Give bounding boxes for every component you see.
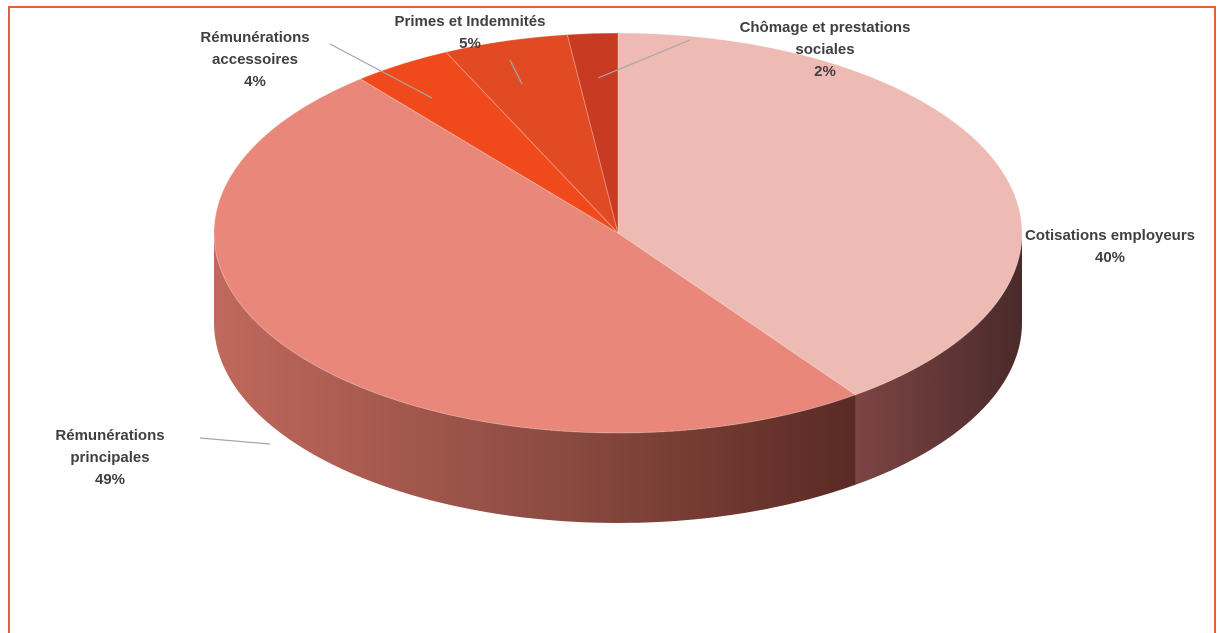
slice-label-line: principales <box>70 449 149 466</box>
slice-label-chomage-prestations: Chômage et prestations sociales 2% <box>740 19 911 80</box>
slice-label-cotisations-employeurs: Cotisations employeurs 40% <box>1025 227 1195 266</box>
leader-line-remunerations-principales <box>199 437 271 445</box>
pie-slice-cotisations-employeurs[interactable] <box>617 32 1023 396</box>
pie-wall-cotisations-employeurs <box>855 233 1022 485</box>
leader-lines <box>199 39 691 445</box>
pie-slice-remunerations-principales[interactable] <box>213 78 857 434</box>
slice-label-line: Chômage et prestations <box>740 19 911 36</box>
pie-wall-remunerations-principales <box>214 233 856 523</box>
pie-slice-primes-indemnites[interactable] <box>445 34 619 235</box>
slice-percent: 49% <box>95 471 125 488</box>
slice-label-remunerations-accessoires: Rémunérations accessoires 4% <box>200 29 309 90</box>
leader-line-chomage-prestations <box>597 39 691 79</box>
slice-percent: 40% <box>1095 249 1125 266</box>
pie-slice-remunerations-accessoires[interactable] <box>359 51 619 234</box>
slice-label-line: Cotisations employeurs <box>1025 227 1195 244</box>
slice-label-line: sociales <box>795 41 854 58</box>
slice-percent: 5% <box>459 35 481 52</box>
slice-label-line: accessoires <box>212 51 298 68</box>
slice-label-primes-indemnites: Primes et Indemnités 5% <box>395 13 546 52</box>
pie-side-walls <box>214 233 1022 523</box>
slice-percent: 4% <box>244 73 266 90</box>
slice-label-line: Rémunérations <box>200 29 309 46</box>
slice-label-line: Primes et Indemnités <box>395 13 546 30</box>
slice-labels: Cotisations employeurs 40% Rémunérations pr… <box>55 13 1195 488</box>
leader-line-remunerations-accessoires <box>329 43 433 99</box>
slice-label-remunerations-principales: Rémunérations principales 49% <box>55 427 164 488</box>
pie-top-faces <box>213 32 1023 434</box>
leader-line-primes-indemnites <box>509 59 523 85</box>
slice-percent: 2% <box>814 63 836 80</box>
slice-label-line: Rémunérations <box>55 427 164 444</box>
pie-slice-chomage-prestations[interactable] <box>566 32 619 234</box>
